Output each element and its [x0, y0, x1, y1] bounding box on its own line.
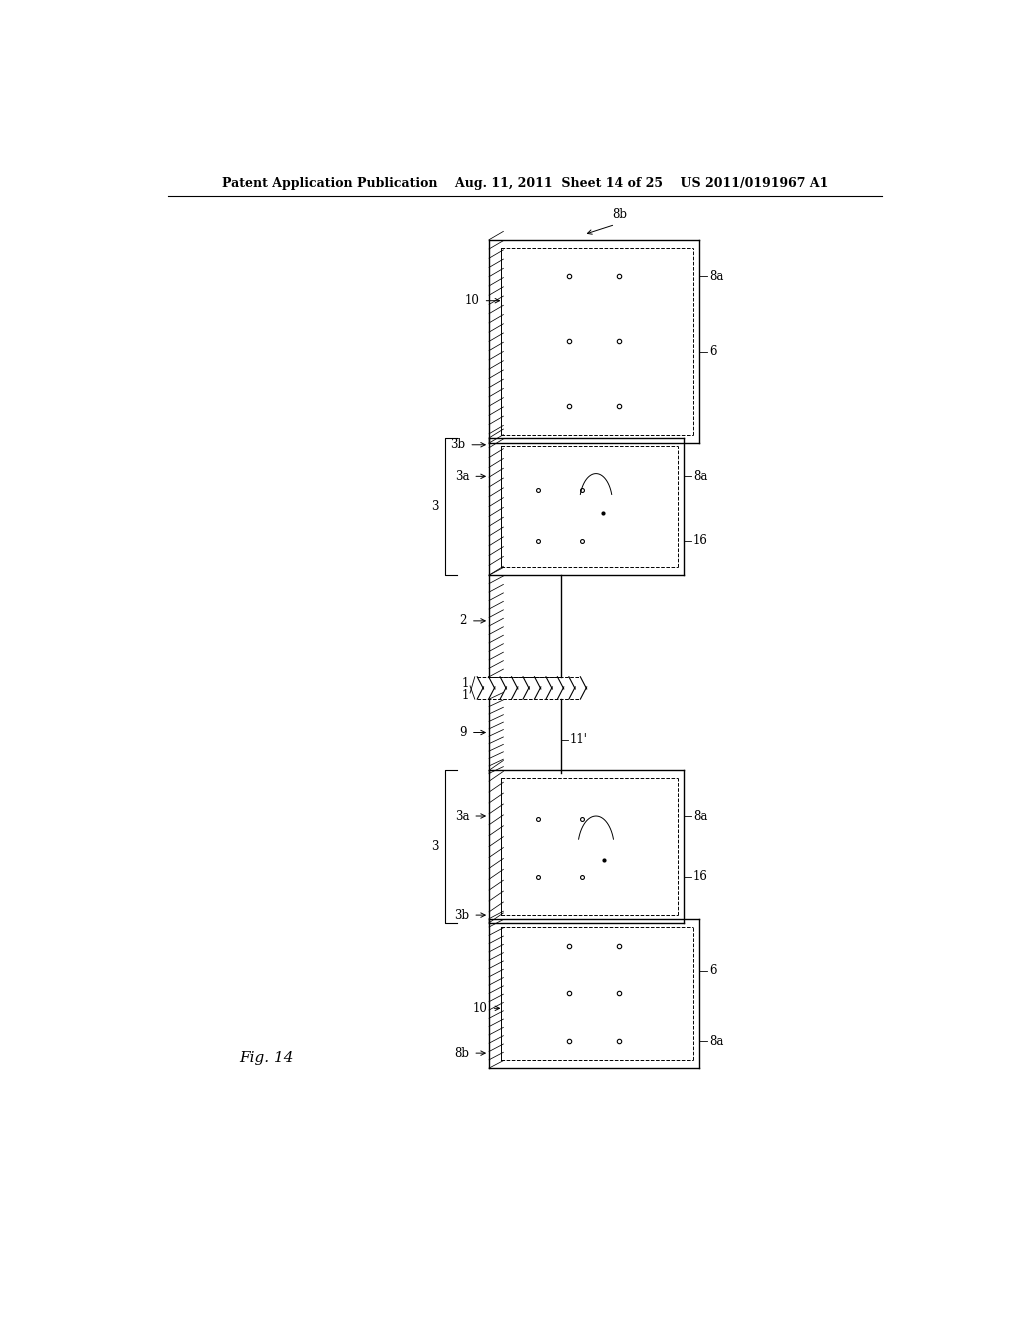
Text: 2: 2	[460, 614, 467, 627]
Text: 9: 9	[460, 726, 467, 739]
Text: 8b: 8b	[612, 209, 627, 222]
Text: 1: 1	[462, 689, 469, 701]
Text: Fig. 14: Fig. 14	[240, 1051, 294, 1065]
Text: 8a: 8a	[709, 269, 723, 282]
Text: 6: 6	[709, 345, 717, 358]
Text: 3: 3	[431, 840, 439, 853]
Text: 8a: 8a	[709, 1035, 723, 1048]
Text: 8b: 8b	[455, 1047, 469, 1060]
Text: 16: 16	[693, 870, 708, 883]
Text: 3b: 3b	[454, 908, 469, 921]
Text: 3a: 3a	[455, 809, 469, 822]
Text: 1: 1	[462, 677, 469, 690]
Text: 16: 16	[693, 535, 708, 548]
Text: 10: 10	[465, 294, 479, 308]
Text: 3: 3	[431, 500, 439, 513]
Text: Patent Application Publication    Aug. 11, 2011  Sheet 14 of 25    US 2011/01919: Patent Application Publication Aug. 11, …	[221, 177, 828, 190]
Text: 3b: 3b	[451, 438, 465, 451]
Text: 8a: 8a	[693, 809, 708, 822]
Text: 11': 11'	[570, 734, 588, 746]
Text: 3a: 3a	[455, 470, 469, 483]
Text: 8a: 8a	[693, 470, 708, 483]
Text: 10: 10	[473, 1002, 487, 1015]
Text: 6: 6	[709, 965, 717, 978]
